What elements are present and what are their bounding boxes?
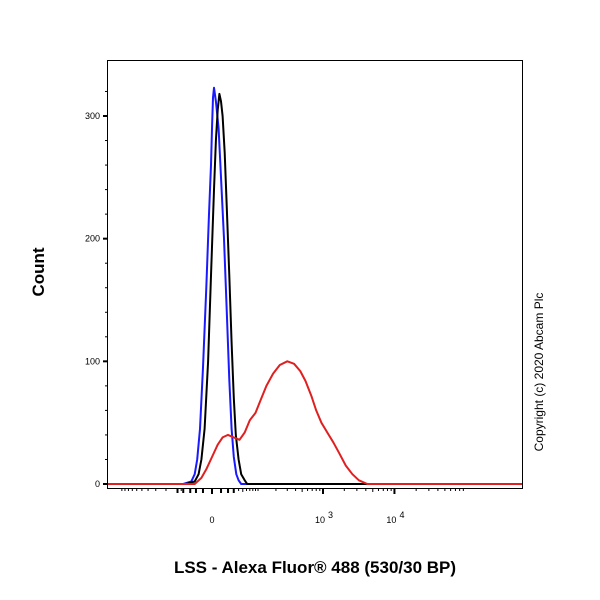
series-blue-line: [108, 86, 522, 485]
x-tick-exponent: 3: [328, 510, 333, 520]
y-tick-label: 200: [85, 234, 100, 244]
series-red-line: [108, 360, 522, 485]
x-tick-label: 10: [315, 515, 325, 525]
y-tick-label: 300: [85, 111, 100, 121]
series-layer: [108, 86, 522, 485]
y-tick-label: 100: [85, 356, 100, 366]
x-tick-exponent: 4: [399, 510, 404, 520]
series-black-line: [108, 92, 522, 485]
copyright-annotation: Copyright (c) 2020 Abcam Plc: [532, 293, 546, 452]
y-tick-label: 0: [95, 479, 100, 489]
plot-area-frame: [107, 60, 523, 489]
x-axis: 0 10 3 10 4: [121, 488, 464, 525]
y-axis: 0 100 200 300: [85, 90, 108, 489]
x-tick-label: 10: [386, 515, 396, 525]
x-tick-label: 0: [209, 515, 214, 525]
x-axis-title: LSS - Alexa Fluor® 488 (530/30 BP): [174, 558, 456, 577]
y-axis-title: Count: [29, 247, 48, 296]
